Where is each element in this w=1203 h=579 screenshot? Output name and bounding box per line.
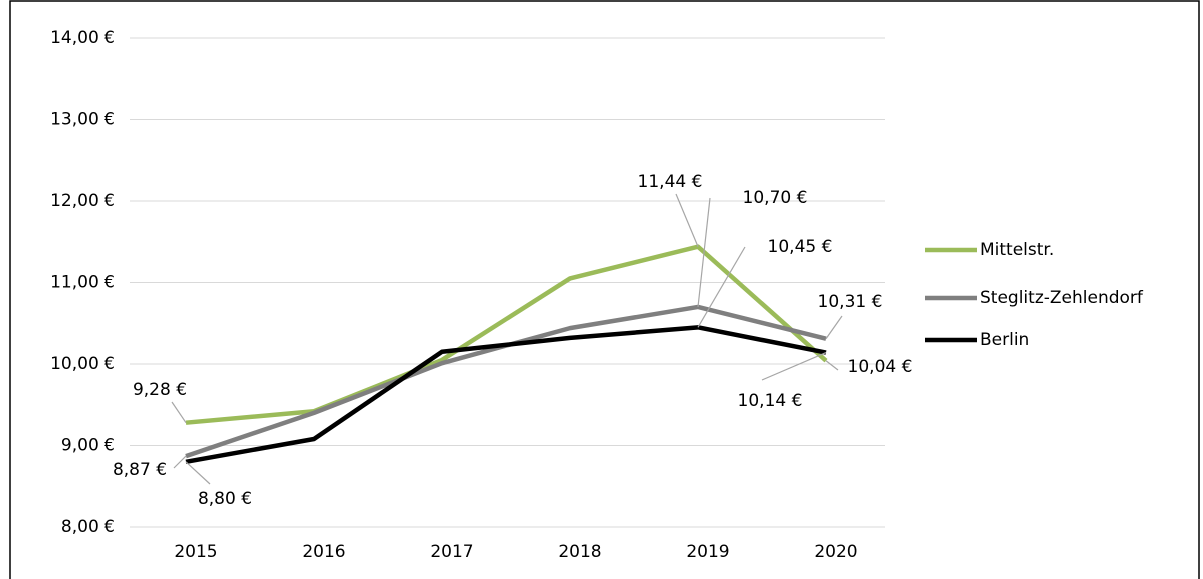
- leader-line: [697, 197, 711, 308]
- legend-label: Mittelstr.: [980, 240, 1054, 260]
- y-tick-label: 9,00 €: [61, 436, 115, 456]
- x-tick-label: 2019: [686, 542, 729, 562]
- x-tick-label: 2020: [814, 542, 857, 562]
- x-tick-label: 2015: [174, 542, 217, 562]
- leader-line: [825, 315, 843, 340]
- series-line: [185, 304, 827, 459]
- x-tick-label: 2018: [558, 542, 601, 562]
- y-tick-label: 8,00 €: [61, 517, 115, 537]
- leader-line: [761, 352, 827, 381]
- y-tick-label: 14,00 €: [50, 28, 115, 48]
- data-label: 10,14 €: [738, 391, 803, 411]
- chart-frame: [9, 0, 1200, 579]
- series-line: [185, 244, 828, 425]
- legend-label: Steglitz-Zehlendorf: [980, 288, 1144, 308]
- x-tick-label: 2016: [302, 542, 345, 562]
- leader-line: [675, 193, 699, 247]
- data-label: 9,28 €: [133, 380, 187, 400]
- legend-label: Berlin: [980, 330, 1029, 350]
- series-line: [185, 325, 827, 465]
- x-tick-label: 2017: [430, 542, 473, 562]
- leader-line: [185, 461, 211, 485]
- leader-line: [171, 401, 187, 424]
- y-tick-label: 13,00 €: [50, 110, 115, 130]
- leader-line: [173, 455, 187, 469]
- data-label: 10,04 €: [848, 357, 913, 377]
- data-label: 11,44 €: [638, 172, 703, 192]
- leader-line: [825, 360, 839, 371]
- leader-line: [697, 246, 746, 328]
- data-label: 10,45 €: [768, 237, 833, 257]
- data-label: 10,70 €: [743, 188, 808, 208]
- data-label: 8,80 €: [198, 489, 252, 509]
- y-tick-label: 10,00 €: [50, 354, 115, 374]
- y-tick-label: 12,00 €: [50, 191, 115, 211]
- data-label: 10,31 €: [818, 292, 883, 312]
- data-label: 8,87 €: [113, 460, 167, 480]
- y-tick-label: 11,00 €: [50, 273, 115, 293]
